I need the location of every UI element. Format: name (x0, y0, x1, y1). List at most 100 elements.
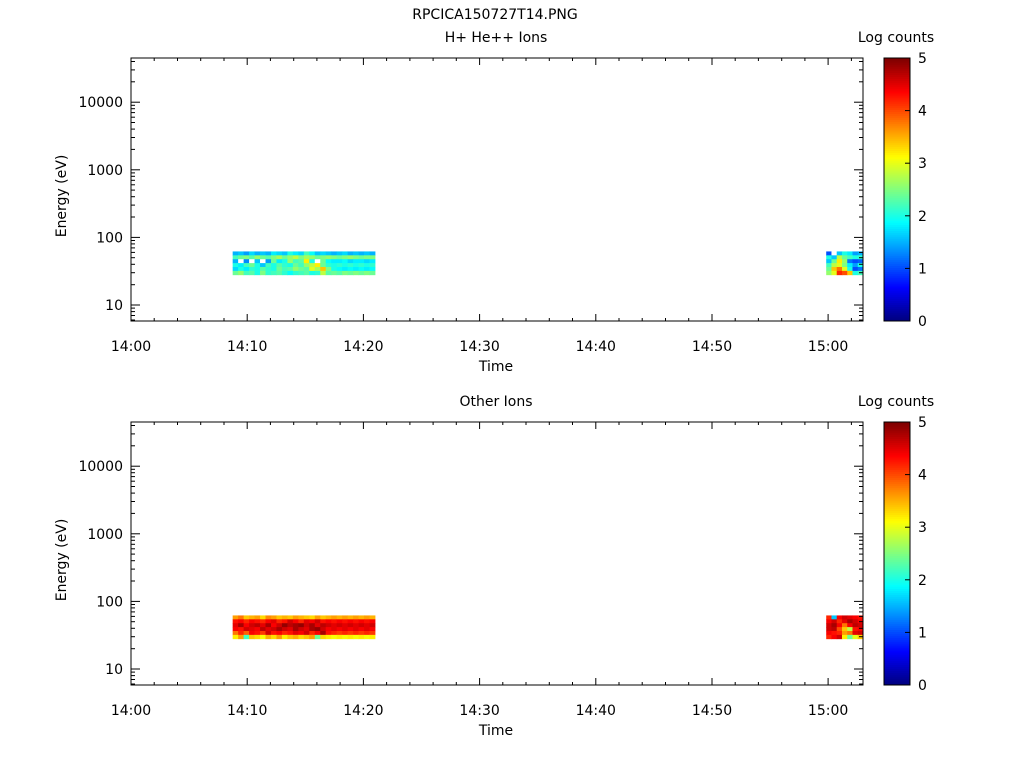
colorbar-segment (884, 590, 910, 594)
colorbar-segment (884, 537, 910, 540)
colorbar-segment (884, 563, 910, 567)
colorbar-segment (884, 650, 910, 653)
colorbar-segment (884, 290, 910, 293)
colorbar-segment (884, 294, 910, 297)
colorbar-segment (884, 162, 910, 166)
heatmap-cell (298, 263, 305, 268)
heatmap-cell (270, 615, 277, 620)
colorbar-segment (884, 670, 910, 674)
x-tick-label: 14:00 (111, 703, 151, 719)
colorbar-segment (884, 216, 910, 219)
heatmap-cell (857, 251, 864, 256)
colorbar-segment (884, 471, 910, 474)
heatmap-cell (836, 251, 843, 256)
colorbar-segment (884, 424, 910, 427)
heatmap-cell (270, 623, 277, 628)
heatmap-cell (303, 615, 310, 620)
heatmap-cell (298, 630, 305, 636)
heatmap-cell (298, 266, 305, 272)
heatmap-cell (325, 259, 332, 264)
colorbar-segment (884, 516, 910, 520)
heatmap-cell (309, 270, 316, 276)
heatmap-cell (826, 627, 832, 632)
colorbar-segment (884, 596, 910, 600)
heatmap-cell (336, 634, 343, 640)
heatmap-cell (260, 263, 266, 268)
heatmap-cell (254, 634, 261, 640)
y-tick-label: 10 (105, 298, 123, 314)
colorbar-segment (884, 578, 910, 581)
heatmap-cell (238, 251, 245, 256)
heatmap-cell (325, 255, 332, 260)
y-tick-labels: 10 100 1000 10000 (78, 459, 123, 678)
heatmap-cell (254, 259, 261, 264)
heatmap-cell (353, 251, 359, 256)
heatmap-cell (836, 623, 843, 628)
colorbar-segment (884, 498, 910, 501)
colorbar-segment (884, 571, 910, 575)
heatmap-cell (254, 266, 261, 272)
colorbar-segment (884, 269, 910, 273)
heatmap-cell (249, 270, 255, 276)
colorbar-segment (884, 177, 910, 180)
colorbar-segment (884, 652, 910, 655)
colorbar-segment (884, 164, 910, 168)
heatmap-cell (369, 634, 376, 640)
heatmap-cell (320, 615, 327, 620)
colorbar-segment (884, 446, 910, 450)
heatmap-cell (847, 270, 853, 276)
x-tick-label: 14:10 (227, 339, 267, 355)
colorbar-segment (884, 86, 910, 90)
heatmap-cell (270, 259, 277, 264)
heatmap-cell (238, 270, 245, 276)
heatmap-cell (265, 266, 272, 272)
heatmap-cell (852, 255, 859, 260)
heatmap-cell (270, 255, 277, 260)
colorbar-segment (884, 279, 910, 283)
x-tick-label: 14:30 (459, 339, 499, 355)
heatmap-cell (276, 630, 283, 636)
colorbar-segment (884, 672, 910, 676)
colorbar-tick-label: 2 (918, 209, 927, 225)
colorbar-segment (884, 255, 910, 258)
heatmap-cell (243, 259, 250, 264)
colorbar-segment (884, 565, 910, 569)
colorbar-segment (884, 160, 910, 164)
heatmap-cell (238, 615, 245, 620)
heatmap-cell (836, 255, 843, 260)
heatmap-cell (243, 255, 250, 260)
colorbar-segment (884, 107, 910, 110)
colorbar-segment (884, 314, 910, 318)
colorbar-tick-label: 0 (918, 314, 927, 330)
colorbar-segment (884, 277, 910, 281)
heatmap-cell (309, 251, 316, 256)
heatmap-cell (826, 259, 832, 264)
heatmap-cell (303, 266, 310, 272)
heatmap-cell (857, 263, 864, 268)
heatmap-cell (857, 615, 864, 620)
x-axis-label: Time (478, 359, 513, 375)
heatmap-cell (281, 266, 288, 272)
heatmap-cell (841, 251, 848, 256)
colorbar-segment (884, 302, 910, 306)
heatmap-cell (232, 615, 239, 620)
heatmap-cell (265, 251, 272, 256)
colorbar-segment (884, 594, 910, 598)
heatmap-cell (265, 263, 272, 268)
heatmap-cell (358, 263, 365, 268)
colorbar-segment (884, 94, 910, 98)
panel-title: H+ He++ Ions (445, 30, 548, 46)
heatmap-cell (298, 259, 305, 264)
heatmap-cell (336, 255, 343, 260)
heatmap-cell (243, 263, 250, 268)
colorbar-segment (884, 569, 910, 573)
heatmap-cell (303, 263, 310, 268)
heatmap-cell (358, 259, 365, 264)
heatmap-cell (254, 630, 261, 636)
colorbar-segment (884, 495, 910, 499)
heatmap-cell (353, 627, 359, 632)
heatmap-cell (325, 619, 332, 624)
heatmap-cell (852, 627, 859, 632)
heatmap-cell (281, 251, 288, 256)
